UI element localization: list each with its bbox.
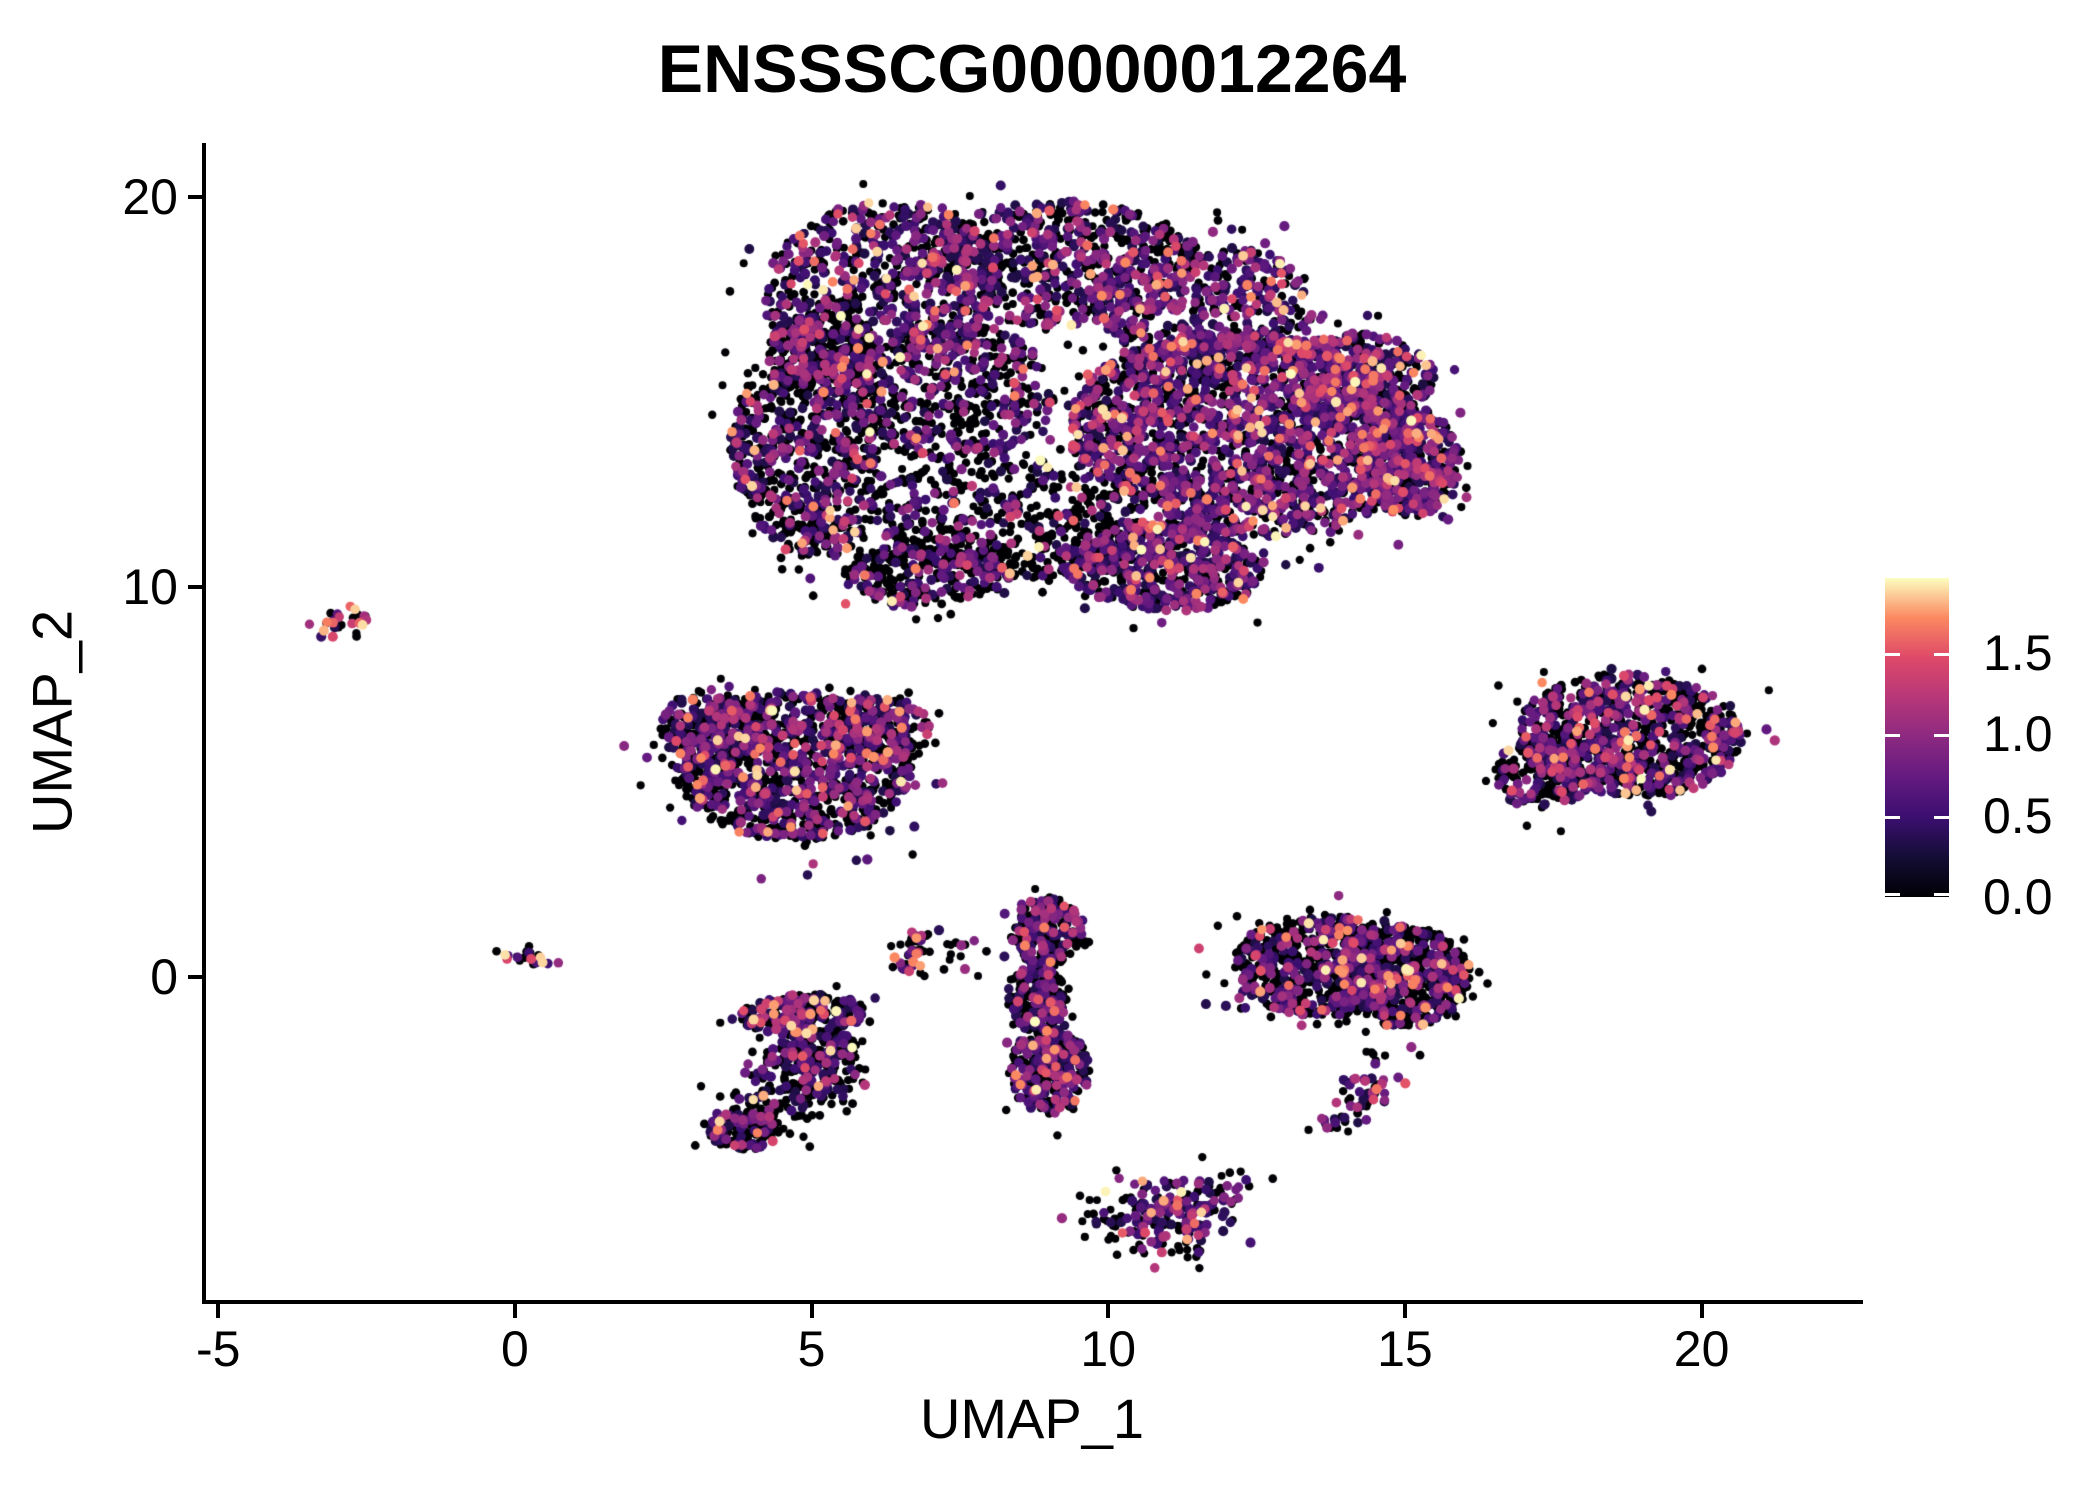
y-tick-label: 0: [150, 949, 178, 1006]
x-axis-title: UMAP_1: [919, 1387, 1145, 1450]
x-tick-label: 10: [1080, 1321, 1137, 1377]
y-tick-mark: [188, 194, 202, 199]
x-tick-mark: [809, 1304, 814, 1318]
colorbar-tick-mark: [1885, 815, 1900, 819]
colorbar-tick-mark: [1934, 652, 1949, 656]
x-tick-mark: [512, 1304, 517, 1318]
x-tick-label: 20: [1673, 1321, 1730, 1377]
y-axis-title: UMAP_2: [20, 609, 84, 835]
x-axis-line: [202, 1300, 1863, 1304]
y-tick-mark: [188, 584, 202, 589]
colorbar-tick-mark: [1934, 815, 1949, 819]
x-tick-mark: [216, 1304, 221, 1318]
colorbar-tick-label: 0.0: [1983, 869, 2053, 925]
colorbar-tick-mark: [1934, 734, 1949, 738]
x-tick-label: 5: [797, 1321, 826, 1377]
colorbar-gradient: [1885, 578, 1949, 897]
colorbar-tick-mark: [1885, 652, 1900, 656]
colorbar-tick-mark: [1885, 734, 1900, 738]
y-tick-mark: [188, 975, 202, 980]
y-axis-line: [202, 143, 206, 1304]
x-tick-mark: [1106, 1304, 1111, 1318]
colorbar-tick-label: 1.0: [1983, 706, 2053, 763]
x-tick-label: 0: [501, 1321, 529, 1377]
colorbar-tick-mark: [1885, 893, 1900, 896]
x-tick-label: -5: [196, 1321, 241, 1377]
x-tick-mark: [1402, 1304, 1407, 1318]
colorbar-tick-mark: [1934, 893, 1949, 896]
x-tick-mark: [1699, 1304, 1704, 1318]
y-tick-label: 10: [122, 558, 178, 615]
colorbar-tick-label: 0.5: [1983, 787, 2053, 844]
y-tick-label: 20: [122, 168, 178, 225]
colorbar-tick-label: 1.5: [1983, 624, 2053, 681]
x-tick-label: 15: [1377, 1321, 1433, 1377]
